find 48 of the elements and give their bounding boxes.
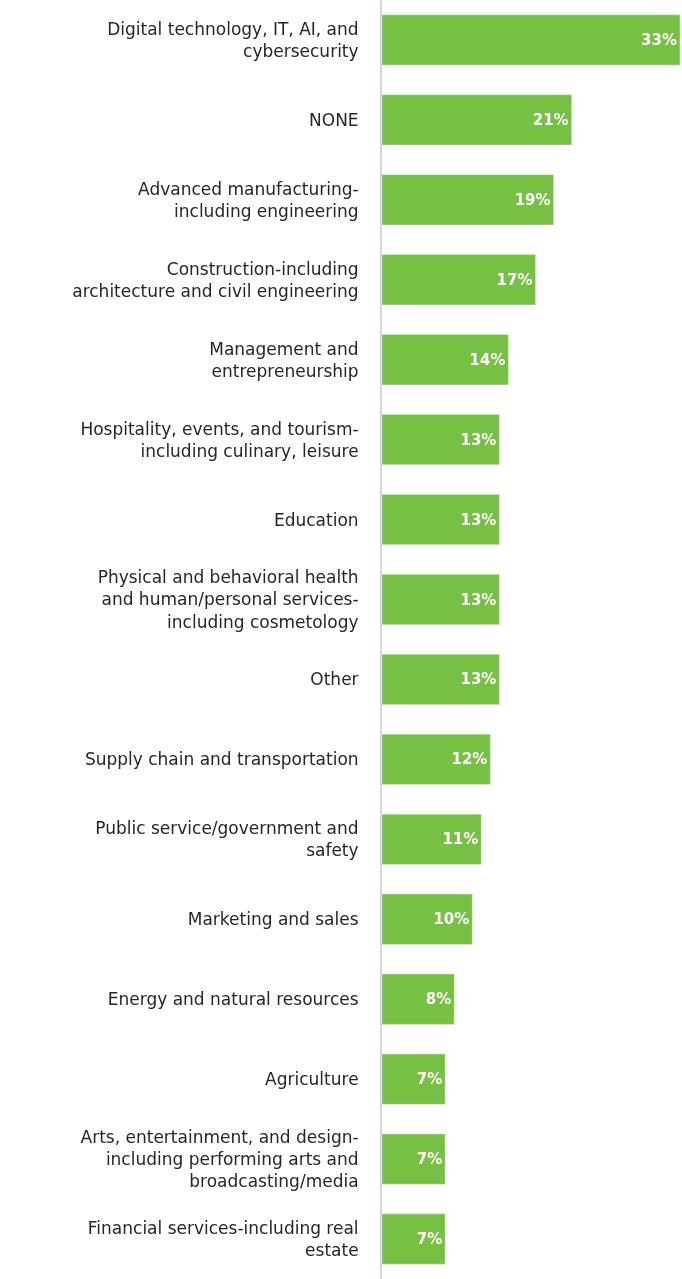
y-tick-label: Energy and natural resources bbox=[107, 989, 359, 1010]
bar bbox=[382, 654, 500, 705]
y-tick-label: Digital technology, IT, AI, and cybersecurity bbox=[107, 18, 359, 61]
data-label: 11% bbox=[442, 830, 479, 849]
bar bbox=[382, 1213, 446, 1265]
data-label: 19% bbox=[514, 190, 551, 209]
bar bbox=[382, 94, 572, 146]
bar bbox=[382, 813, 482, 865]
bar bbox=[382, 893, 473, 945]
data-label: 7% bbox=[416, 1070, 443, 1089]
data-label: 10% bbox=[433, 910, 470, 929]
data-label: 33% bbox=[641, 30, 677, 49]
y-tick-label: Education bbox=[273, 509, 359, 530]
y-tick-label: Supply chain and transportation bbox=[84, 749, 359, 770]
y-tick-label: Marketing and sales bbox=[187, 909, 359, 930]
y-tick-label: Arts, entertainment, and design- including performing arts and broadcasting/media bbox=[80, 1126, 359, 1192]
bar bbox=[382, 1053, 446, 1105]
bar bbox=[382, 1133, 446, 1185]
y-tick-label: Physical and behavioral health and human/personal services- including cosmetology bbox=[97, 567, 359, 632]
bar bbox=[382, 494, 500, 546]
bar bbox=[382, 574, 500, 625]
y-tick-label: Other bbox=[310, 669, 359, 690]
data-label: 12% bbox=[451, 750, 488, 769]
data-label: 13% bbox=[460, 670, 497, 689]
y-tick-label: Management and entrepreneurship bbox=[209, 338, 359, 381]
y-tick-label: NONE bbox=[309, 109, 359, 130]
data-label: 13% bbox=[460, 590, 497, 609]
data-label: 13% bbox=[460, 510, 497, 529]
y-tick-label: Financial services-including real estate bbox=[87, 1217, 359, 1261]
data-label: 7% bbox=[416, 1150, 443, 1169]
bar bbox=[382, 973, 455, 1025]
data-label: 7% bbox=[416, 1230, 443, 1249]
y-tick-label: Construction-including architecture and civil engineering bbox=[72, 258, 359, 301]
data-label: 14% bbox=[469, 350, 506, 369]
bar bbox=[382, 334, 509, 386]
data-label: 8% bbox=[425, 990, 452, 1009]
bar bbox=[382, 414, 500, 466]
y-tick-label: Public service/government and safety bbox=[95, 818, 359, 861]
data-label: 13% bbox=[460, 430, 497, 449]
y-tick-label: Agriculture bbox=[265, 1069, 359, 1090]
y-tick-label: Hospitality, events, and tourism- including culinary, leisure bbox=[80, 418, 359, 461]
y-tick-label: Advanced manufacturing- including engineering bbox=[138, 178, 359, 221]
bar bbox=[382, 733, 491, 785]
bar bbox=[382, 174, 554, 226]
bar bbox=[382, 254, 536, 306]
bar bbox=[382, 14, 680, 66]
data-label: 17% bbox=[496, 270, 533, 289]
data-label: 21% bbox=[532, 110, 569, 129]
